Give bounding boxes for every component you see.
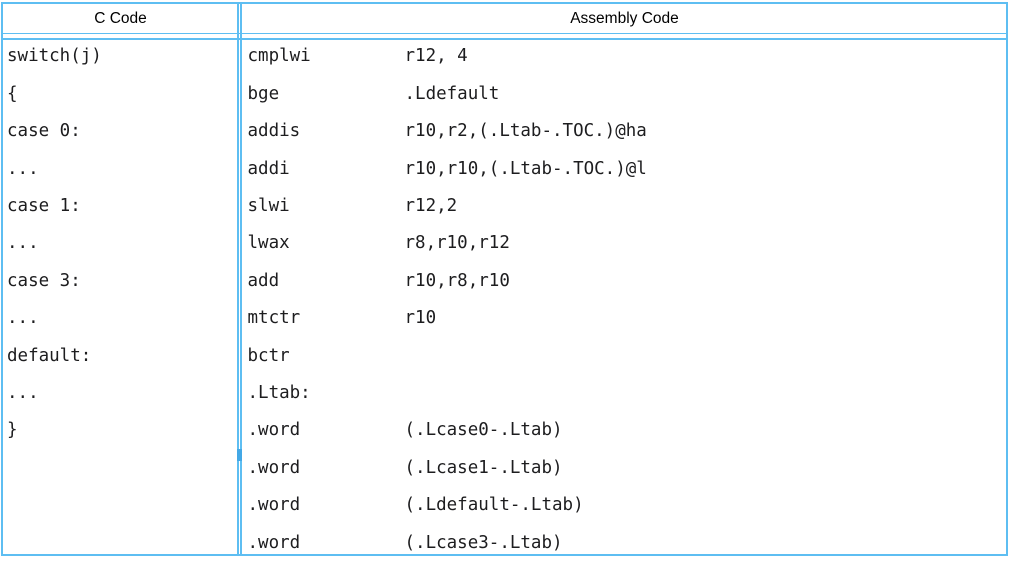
assembly-mnemonic: lwax [247,233,290,254]
c-code-text: case 0: [7,121,81,142]
code-comparison-table: C Code Assembly Code switch(j) { case 0:… [1,2,1008,556]
assembly-line: .word (.Lcase0-.Ltab) [243,412,1006,449]
assembly-mnemonic: addis [247,121,301,142]
c-code-line: case 0: [3,113,237,150]
border-notch-divider [236,449,242,461]
c-code-text: switch(j) [7,46,102,67]
c-code-line: switch(j) [3,38,237,75]
c-code-text: case 1: [7,196,81,217]
c-code-line: ... [3,300,237,337]
assembly-operands: r10,r8,r10 [404,270,510,291]
assembly-operands: r10,r10,(.Ltab-.TOC.)@l [404,158,647,179]
border-notch-left [1,449,3,461]
assembly-line: bctr [243,337,1006,374]
assembly-line: bge .Ldefault [243,75,1006,112]
assembly-mnemonic: .Ltab: [247,383,311,403]
c-code-text: default: [7,345,92,366]
c-code-text: ... [7,158,39,179]
assembly-operands: r10 [404,308,437,329]
assembly-operands: (.Ldefault-.Ltab) [404,495,584,516]
c-code-line: case 3: [3,262,237,299]
assembly-line: .word (.Lcase1-.Ltab) [243,449,1006,486]
assembly-mnemonic: cmplwi [247,46,311,67]
c-code-column: switch(j) { case 0: ... case 1: ... case… [3,38,237,449]
column-divider-line-left [237,4,239,554]
column-divider-line-right [240,4,242,554]
c-code-header-label: C Code [94,9,147,27]
assembly-line: .word (.Lcase3-.Ltab) [243,524,1006,554]
assembly-line: lwax r8,r10,r12 [243,225,1006,262]
c-code-line: default: [3,337,237,374]
c-code-line: ... [3,374,237,411]
assembly-line: addi r10,r10,(.Ltab-.TOC.)@l [243,150,1006,187]
assembly-mnemonic: slwi [247,196,290,217]
header-separator-line-outer [3,32,1006,35]
assembly-operands: r12, 4 [404,46,468,67]
assembly-mnemonic: add [247,270,280,291]
assembly-operands: r10,r2,(.Ltab-.TOC.)@ha [404,121,647,142]
assembly-operands: r12,2 [404,196,458,217]
assembly-mnemonic: .word [247,495,301,516]
c-code-text: ... [7,383,39,403]
assembly-operands: (.Lcase0-.Ltab) [404,420,563,441]
assembly-operands: .Ldefault [404,83,500,104]
assembly-line: .word (.Ldefault-.Ltab) [243,486,1006,523]
assembly-code-header-label: Assembly Code [570,9,679,27]
assembly-operands: r8,r10,r12 [404,233,510,254]
c-code-line: } [3,412,237,449]
assembly-mnemonic: addi [247,158,290,179]
column-header-assembly-code: Assembly Code [243,4,1006,33]
c-code-text: } [7,420,18,441]
assembly-code-column: cmplwi r12, 4 bge .Ldefault addis r10,r2,(.… [243,38,1006,554]
assembly-mnemonic: mtctr [247,308,301,329]
c-code-line: case 1: [3,187,237,224]
assembly-line: slwi r12,2 [243,187,1006,224]
c-code-line: { [3,75,237,112]
c-code-line: ... [3,150,237,187]
assembly-line: .Ltab: [243,374,1006,411]
assembly-line: add r10,r8,r10 [243,262,1006,299]
c-code-line: ... [3,225,237,262]
assembly-mnemonic: .word [247,420,301,441]
assembly-operands: (.Lcase3-.Ltab) [404,532,563,553]
assembly-mnemonic: .word [247,532,301,553]
assembly-mnemonic: bctr [247,345,290,366]
assembly-line: mtctr r10 [243,300,1006,337]
assembly-operands: (.Lcase1-.Ltab) [404,457,563,478]
assembly-mnemonic: .word [247,457,301,478]
assembly-mnemonic: bge [247,83,280,104]
header-separator-line-inner [3,38,1006,40]
assembly-line: addis r10,r2,(.Ltab-.TOC.)@ha [243,113,1006,150]
column-header-c-code: C Code [3,4,238,33]
c-code-text: ... [7,308,39,329]
assembly-line: cmplwi r12, 4 [243,38,1006,75]
c-code-text: ... [7,233,39,254]
c-code-text: case 3: [7,270,81,291]
c-code-text: { [7,83,18,104]
